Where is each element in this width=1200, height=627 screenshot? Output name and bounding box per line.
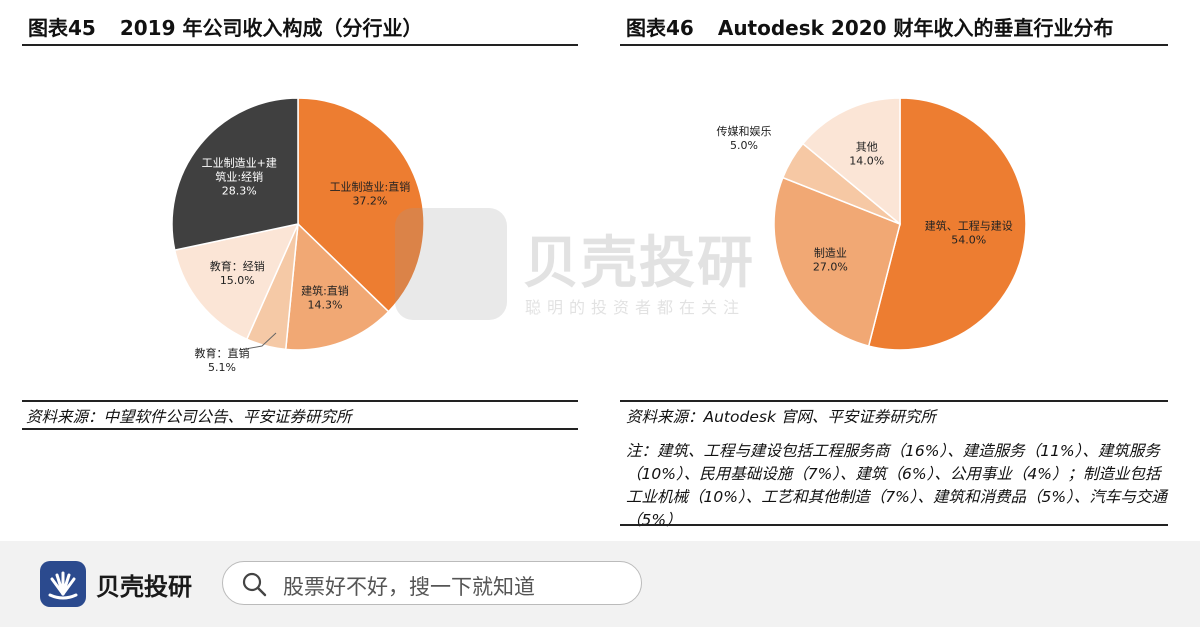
slice-label: 建筑:直销 <box>301 283 349 297</box>
slice-label: 工业制造业:直销 <box>330 180 411 194</box>
slice-value-label: 28.3% <box>222 184 257 197</box>
slice-label: 建筑、工程与建设 <box>925 219 1013 233</box>
slice-value-label: 5.1% <box>208 361 236 374</box>
source-45: 资料来源：中望软件公司公告、平安证券研究所 <box>26 408 352 426</box>
divider <box>620 400 1168 402</box>
slice-value-label: 27.0% <box>813 260 848 273</box>
figure-number: 图表46 <box>626 16 694 40</box>
search-icon <box>242 572 267 597</box>
figure-number: 图表45 <box>28 16 96 40</box>
pie-slice <box>773 176 901 347</box>
note-46: 注：建筑、工程与建设包括工程服务商（16%）、建造服务（11%）、建筑服务（10… <box>626 442 1167 529</box>
slice-label: 教育：直销 <box>195 346 250 360</box>
source-46: 资料来源：Autodesk 官网、平安证券研究所 <box>626 408 936 426</box>
slice-label: 工业制造业+建 <box>202 155 277 169</box>
slice-value-label: 37.2% <box>352 195 387 208</box>
pie-slice <box>801 97 901 226</box>
search-input[interactable]: 股票好不好，搜一下就知道 <box>222 561 642 605</box>
figure-title: Autodesk 2020 财年收入的垂直行业分布 <box>717 16 1114 40</box>
brand-logo-icon[interactable] <box>40 561 86 607</box>
figure-title: 2019 年公司收入构成（分行业） <box>119 16 423 40</box>
pie-slice <box>297 97 425 313</box>
slice-label: 筑业:经销 <box>215 169 263 183</box>
brand-name[interactable]: 贝壳投研 <box>96 573 192 601</box>
pie-slice <box>867 97 1027 351</box>
slice-label: 制造业 <box>814 245 847 259</box>
pie-slice <box>171 97 299 252</box>
slice-value-label: 15.0% <box>220 274 255 287</box>
pie-slice <box>173 222 300 341</box>
bottom-bar: 贝壳投研 股票好不好，搜一下就知道 <box>0 541 1200 627</box>
pie-slice <box>284 222 390 351</box>
leader-line <box>239 332 277 351</box>
chart-title-45: 图表45 2019 年公司收入构成（分行业） <box>22 12 578 46</box>
divider <box>22 428 578 430</box>
slice-label: 教育：经销 <box>210 259 265 273</box>
chart-title-46: 图表46 Autodesk 2020 财年收入的垂直行业分布 <box>620 12 1168 46</box>
slice-value-label: 14.0% <box>849 154 884 167</box>
slice-label: 其他 <box>856 140 878 153</box>
search-placeholder: 股票好不好，搜一下就知道 <box>283 575 535 599</box>
slice-value-label: 14.3% <box>307 298 342 311</box>
slice-value-label: 5.0% <box>730 139 758 152</box>
divider <box>620 524 1168 526</box>
slice-label: 传媒和娱乐 <box>717 124 772 138</box>
divider <box>22 400 578 402</box>
slice-value-label: 54.0% <box>951 234 986 247</box>
